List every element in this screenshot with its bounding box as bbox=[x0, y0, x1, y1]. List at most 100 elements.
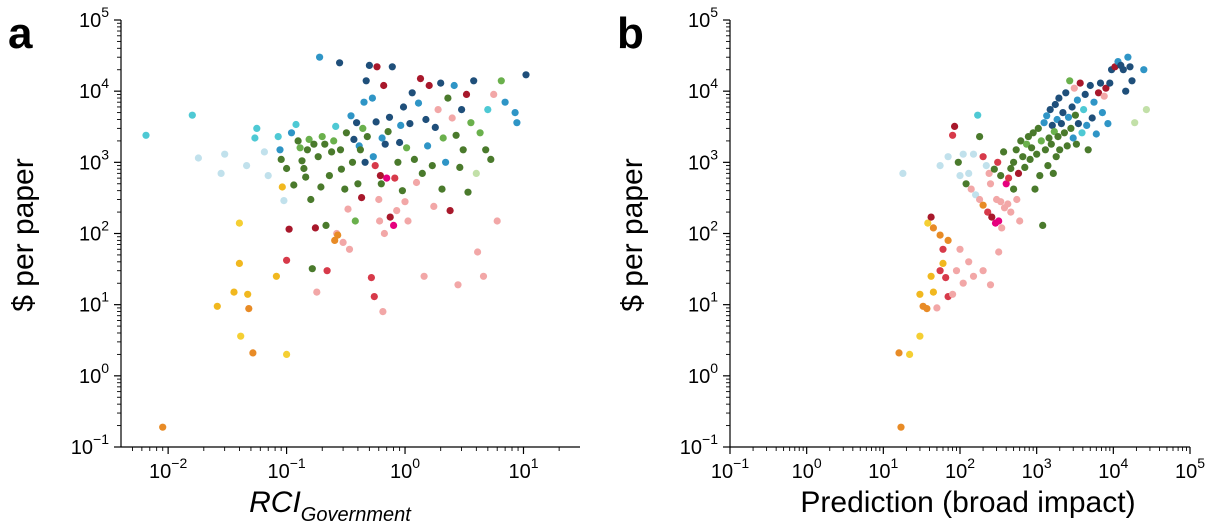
scatter-point bbox=[277, 155, 285, 163]
scatter-point bbox=[1068, 103, 1076, 111]
scatter-point bbox=[464, 188, 472, 196]
scatter-point bbox=[294, 137, 302, 145]
scatter-point bbox=[936, 231, 944, 239]
scatter-point bbox=[1131, 119, 1139, 127]
scatter-point bbox=[490, 90, 498, 98]
scatter-point bbox=[298, 157, 306, 165]
scatter-point bbox=[995, 217, 1003, 225]
scatter-point bbox=[974, 111, 982, 119]
scatter-point bbox=[1084, 146, 1092, 154]
scatter-point bbox=[213, 302, 221, 310]
scatter-point bbox=[1028, 144, 1036, 152]
y-tick-label: 100 bbox=[79, 360, 109, 388]
scatter-point bbox=[336, 59, 344, 67]
scatter-point bbox=[452, 131, 460, 139]
scatter-point bbox=[303, 146, 311, 154]
scatter-point bbox=[412, 178, 421, 187]
scatter-point bbox=[1023, 140, 1031, 148]
scatter-point bbox=[302, 173, 310, 181]
scatter-point bbox=[1126, 63, 1134, 71]
scatter-point bbox=[408, 89, 416, 97]
scatter-point bbox=[456, 163, 464, 171]
scatter-point bbox=[235, 219, 243, 227]
scatter-point bbox=[328, 148, 336, 156]
scatter-point bbox=[448, 114, 456, 122]
scatter-point bbox=[1033, 150, 1041, 158]
scatter-point bbox=[1045, 134, 1053, 142]
scatter-point bbox=[393, 207, 401, 215]
scatter-point bbox=[316, 53, 324, 61]
scatter-point bbox=[369, 153, 377, 161]
scatter-point bbox=[406, 120, 414, 128]
scatter-point bbox=[1036, 172, 1044, 180]
x-tick-label: 102 bbox=[945, 455, 975, 483]
scatter-point bbox=[305, 135, 313, 143]
x-tick-label: 101 bbox=[508, 455, 538, 483]
scatter-point bbox=[430, 202, 438, 210]
scatter-point bbox=[380, 81, 388, 90]
y-ticks-b: 10−1 100 101 102 103 104 105 bbox=[680, 4, 730, 459]
scatter-point bbox=[497, 77, 505, 85]
scatter-point bbox=[990, 165, 998, 173]
scatter-point bbox=[1031, 185, 1039, 193]
scatter-point bbox=[511, 109, 519, 117]
scatter-point bbox=[377, 180, 385, 188]
scatter-point bbox=[375, 195, 383, 204]
scatter-point bbox=[414, 99, 423, 107]
scatter-point bbox=[391, 174, 399, 182]
scatter-point bbox=[431, 123, 439, 131]
scatter-point bbox=[1016, 217, 1024, 225]
scatter-point bbox=[307, 195, 315, 204]
scatter-point bbox=[363, 133, 371, 141]
scatter-points-b bbox=[895, 53, 1150, 431]
scatter-point bbox=[396, 138, 404, 147]
y-tick-label: 102 bbox=[79, 218, 109, 246]
x-tick-label: 100 bbox=[792, 455, 822, 483]
scatter-point bbox=[237, 332, 245, 340]
x-axis-label-a-main: RCI bbox=[249, 486, 301, 519]
scatter-point bbox=[1056, 146, 1064, 154]
scatter-point bbox=[1069, 134, 1077, 142]
scatter-point bbox=[142, 131, 150, 139]
scatter-point bbox=[929, 288, 938, 296]
scatter-point bbox=[337, 165, 345, 173]
scatter-point bbox=[476, 129, 484, 137]
y-tick-label: 103 bbox=[688, 146, 718, 174]
scatter-point bbox=[381, 140, 389, 148]
scatter-point bbox=[359, 124, 367, 132]
scatter-point bbox=[317, 183, 325, 191]
scatter-points-a bbox=[142, 53, 530, 431]
scatter-point bbox=[1000, 148, 1008, 156]
scatter-point bbox=[995, 248, 1003, 256]
y-ticks-a: 10−1 100 101 102 103 104 105 bbox=[71, 4, 121, 459]
scatter-point bbox=[1106, 79, 1114, 87]
scatter-point bbox=[356, 146, 364, 154]
scatter-point bbox=[446, 207, 454, 215]
scatter-point bbox=[1059, 109, 1067, 117]
scatter-point bbox=[380, 229, 388, 238]
scatter-point bbox=[467, 119, 475, 127]
y-tick-label: 105 bbox=[688, 4, 718, 32]
scatter-point bbox=[1071, 111, 1079, 119]
y-tick-label: 100 bbox=[688, 360, 718, 388]
scatter-point bbox=[1057, 120, 1065, 128]
scatter-point bbox=[949, 290, 957, 298]
scatter-point bbox=[1074, 120, 1082, 128]
y-tick-label: 101 bbox=[688, 289, 718, 317]
scatter-point bbox=[1040, 119, 1048, 127]
scatter-point bbox=[997, 172, 1005, 180]
scatter-point bbox=[318, 133, 326, 141]
scatter-point bbox=[264, 172, 272, 180]
x-tick-label: 105 bbox=[1175, 455, 1205, 483]
x-ticks-a: 10−2 10−1 100 101 bbox=[132, 447, 560, 483]
scatter-point bbox=[188, 111, 196, 119]
scatter-point bbox=[358, 194, 366, 202]
scatter-point bbox=[376, 217, 384, 225]
scatter-point bbox=[513, 119, 521, 127]
scatter-point bbox=[292, 120, 300, 129]
scatter-point bbox=[1070, 84, 1078, 92]
scatter-point bbox=[984, 208, 992, 216]
scatter-point bbox=[1026, 155, 1034, 163]
scatter-point bbox=[1102, 84, 1110, 92]
scatter-point bbox=[944, 153, 952, 161]
